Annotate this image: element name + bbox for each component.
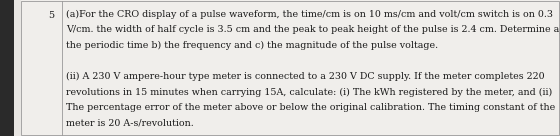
Text: 5: 5 xyxy=(49,11,54,20)
Bar xyxy=(0,0,14,136)
Text: V/cm. the width of half cycle is 3.5 cm and the peak to peak height of the pulse: V/cm. the width of half cycle is 3.5 cm … xyxy=(66,25,560,34)
Text: (ii) A 230 V ampere-hour type meter is connected to a 230 V DC supply. If the me: (ii) A 230 V ampere-hour type meter is c… xyxy=(66,72,545,81)
Text: revolutions in 15 minutes when carrying 15A, calculate: (i) The kWh registered b: revolutions in 15 minutes when carrying … xyxy=(66,88,552,97)
Bar xyxy=(62,0,560,136)
Text: the periodic time b) the frequency and c) the magnitude of the pulse voltage.: the periodic time b) the frequency and c… xyxy=(66,41,438,50)
Bar xyxy=(21,0,62,136)
Text: The percentage error of the meter above or below the original calibration. The t: The percentage error of the meter above … xyxy=(66,103,556,112)
Text: meter is 20 A-s/revolution.: meter is 20 A-s/revolution. xyxy=(66,119,194,128)
Text: (a)For the CRO display of a pulse waveform, the time/cm is on 10 ms/cm and volt/: (a)For the CRO display of a pulse wavefo… xyxy=(66,10,553,19)
